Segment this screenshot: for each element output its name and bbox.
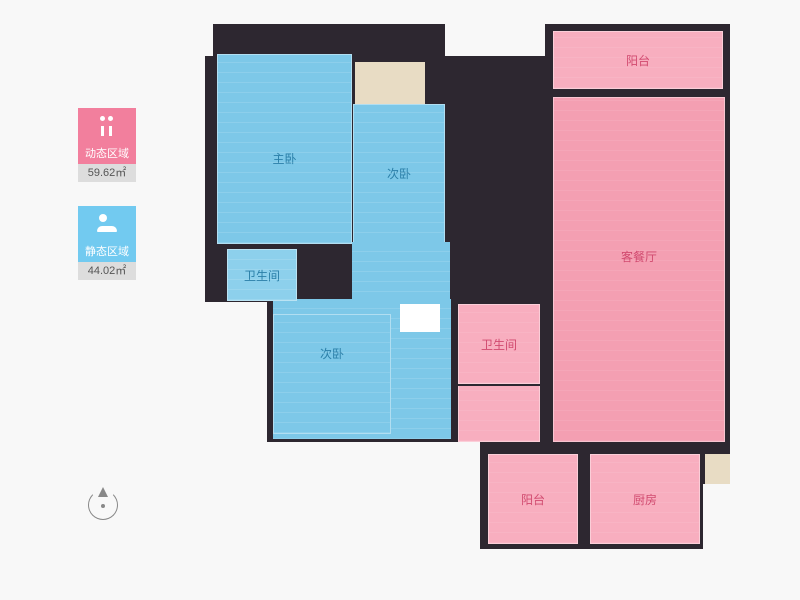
legend-dynamic-value: 59.62㎡ <box>78 164 136 182</box>
room-bed3: 次卧 <box>273 314 391 434</box>
room-bed2-label: 次卧 <box>387 165 411 182</box>
cutout-1 <box>195 14 213 56</box>
cutout-4 <box>445 14 545 56</box>
legend-dynamic-label: 动态区域 <box>78 144 136 164</box>
cutout-7 <box>205 549 750 574</box>
room-balcony-bot-label: 阳台 <box>521 491 545 508</box>
void-patch <box>400 304 440 332</box>
room-master-label: 主卧 <box>272 150 296 167</box>
room-balcony-bot: 阳台 <box>488 454 578 544</box>
legend-static: 静态区域 44.02㎡ <box>78 206 136 280</box>
pink-corridor <box>458 386 540 442</box>
beige-patch <box>355 62 425 104</box>
legend-static-label: 静态区域 <box>78 242 136 262</box>
legend-static-value: 44.02㎡ <box>78 262 136 280</box>
room-bath2-label: 卫生间 <box>481 336 517 353</box>
people-icon <box>78 108 136 144</box>
room-living-label: 客餐厅 <box>621 248 657 265</box>
room-kitchen-label: 厨房 <box>633 491 657 508</box>
room-kitchen: 厨房 <box>590 454 700 544</box>
compass-needle <box>98 487 108 497</box>
room-balcony-top-label: 阳台 <box>626 52 650 69</box>
room-master: 主卧 <box>217 54 352 244</box>
room-living: 客餐厅 <box>553 97 725 442</box>
compass-ring <box>88 490 118 520</box>
hallway-upper <box>352 242 450 302</box>
room-bath1-label: 卫生间 <box>244 267 280 284</box>
compass-dot <box>101 504 105 508</box>
room-bed2: 次卧 <box>353 104 445 244</box>
room-bed3-label: 次卧 <box>320 345 344 362</box>
room-bath2: 卫生间 <box>458 304 540 384</box>
rest-icon <box>78 206 136 242</box>
floor-plan: 阳台 客餐厅 主卧 次卧 卫生间 次卧 卫生间 阳台 厨房 <box>205 24 745 564</box>
legend-dynamic: 动态区域 59.62㎡ <box>78 108 136 182</box>
cutout-2 <box>205 302 267 572</box>
room-bath1: 卫生间 <box>227 249 297 301</box>
legend-panel: 动态区域 59.62㎡ 静态区域 44.02㎡ <box>78 108 136 304</box>
compass-icon <box>88 490 118 520</box>
room-balcony-top: 阳台 <box>553 31 723 89</box>
